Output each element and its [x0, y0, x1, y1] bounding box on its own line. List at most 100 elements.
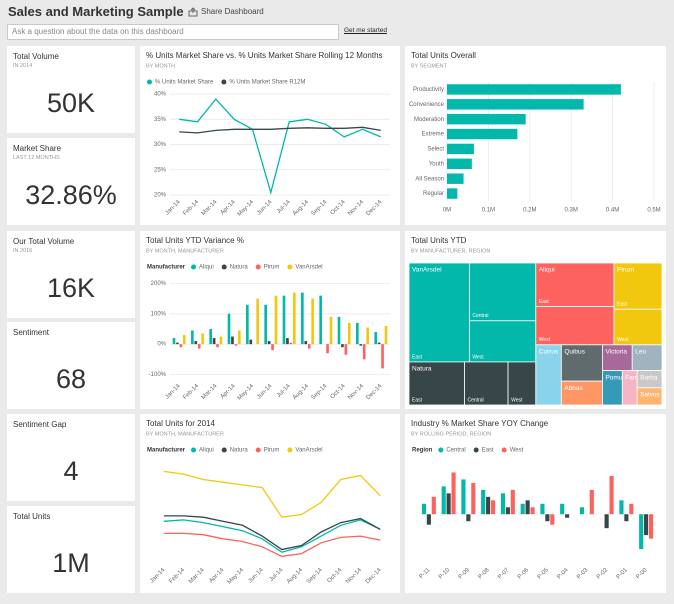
chart-tile: Total Units for 2014 BY MONTH, MANUFACTUR… [140, 414, 400, 593]
x-tick-label: P-08 [477, 567, 491, 581]
legend-marker [255, 447, 261, 453]
y-tick-label: 20% [154, 193, 167, 199]
item-label: Pomum [605, 374, 627, 381]
bar [609, 475, 614, 515]
kpi-card: Total Units 1M [7, 506, 135, 593]
card-title: Market Share [13, 144, 62, 153]
header: Sales and Marketing Sample Share Dashboa… [0, 0, 674, 42]
item-label: Pirum [617, 267, 634, 274]
x-tick-label: Feb-14 [182, 383, 200, 401]
x-tick-label: 0.1M [482, 208, 495, 214]
bar [431, 496, 436, 515]
bar [447, 84, 621, 95]
bar [176, 342, 179, 345]
bar [644, 514, 649, 536]
x-tick-label: P-01 [616, 567, 630, 581]
bar [307, 344, 311, 349]
share-button[interactable]: Share Dashboard [201, 7, 264, 16]
x-tick-label: Apr-14 [220, 199, 237, 216]
x-tick-label: Oct-14 [330, 199, 347, 216]
legend-label: VanArsdel [295, 448, 322, 454]
x-tick-label: Jan-14 [149, 567, 167, 585]
bar [530, 507, 535, 515]
bar [311, 298, 314, 345]
card-subtitle: LAST 12 MONTHS [13, 155, 60, 161]
legend-label: Pirum [264, 265, 280, 271]
bar [461, 479, 466, 515]
x-tick-label: P-09 [458, 567, 472, 581]
legend-marker [255, 264, 261, 270]
bar [377, 342, 381, 345]
get-started-link[interactable]: Get me started [344, 27, 387, 34]
bar [344, 344, 348, 355]
x-tick-label: P-02 [596, 567, 610, 581]
x-tick-label: Jun-14 [256, 199, 274, 217]
chart-tile: Total Units YTD Variance % BY MONTH, MANU… [140, 231, 400, 409]
legend-marker [191, 447, 197, 453]
bar [191, 330, 194, 345]
bar [510, 489, 515, 515]
x-tick-label: Jul-14 [269, 567, 285, 583]
x-tick-label: Jul-14 [276, 383, 292, 399]
treemap-cell [613, 262, 663, 310]
bar [441, 486, 446, 515]
card-subtitle: IN 2014 [13, 63, 33, 69]
bar [304, 341, 308, 345]
legend-marker [501, 447, 507, 453]
x-tick-label: 0M [443, 208, 451, 214]
bar [421, 503, 427, 515]
bar [337, 316, 341, 345]
legend-label: Aliqui [199, 448, 214, 454]
item-label: Leo [635, 349, 646, 356]
chart-subtitle: BY MANUFACTURER, REGION [411, 248, 490, 254]
y-tick-label: Select [427, 147, 444, 153]
x-tick-label: Jun-14 [247, 567, 265, 585]
bar [348, 322, 351, 345]
chart-tile: Total Units Overall BY SEGMENT 0M 0.1M 0.2M 0… [405, 46, 666, 225]
y-tick-label: 40% [154, 92, 167, 98]
card-value: 16K [46, 273, 96, 303]
legend-label: Natura [230, 448, 249, 454]
bar [271, 344, 274, 351]
treemap-cell [408, 361, 465, 406]
treemap-cell [535, 344, 562, 406]
bar [274, 295, 278, 345]
region-label: East [412, 354, 423, 360]
bar [249, 339, 253, 345]
bar [212, 338, 216, 345]
chart-title: Total Units YTD [411, 236, 467, 245]
bar [209, 329, 212, 345]
x-tick-label: 0.2M [523, 208, 536, 214]
series-line [179, 98, 382, 195]
bar [384, 325, 388, 345]
bar [264, 304, 267, 345]
bar [550, 514, 555, 525]
item-label: Natura [412, 366, 432, 373]
bar [381, 344, 384, 369]
bar [525, 500, 530, 515]
item-label: Quibus [564, 349, 585, 356]
legend-label: Natura [230, 265, 249, 271]
qna-box[interactable]: Ask a question about the data on this da… [7, 24, 339, 40]
y-tick-label: 30% [154, 142, 167, 148]
chart-title: % Units Market Share vs. % Units Market … [146, 51, 383, 60]
share-icon[interactable] [188, 7, 198, 17]
bar [447, 188, 458, 199]
bar [619, 500, 624, 515]
series-line [163, 515, 381, 551]
x-tick-label: 0.3M [565, 208, 578, 214]
treemap-cell [535, 262, 615, 308]
bar [466, 514, 471, 522]
item-label: Barba [640, 374, 658, 381]
card-value: 50K [46, 88, 96, 118]
y-tick-label: All Season [415, 176, 444, 182]
bar [282, 295, 286, 345]
x-tick-label: Apr-14 [220, 383, 237, 400]
chart-title: Total Units Overall [411, 51, 476, 60]
legend-marker [438, 447, 444, 453]
region-label: West [617, 337, 629, 343]
chart-subtitle: BY MONTH, MANUFACTURER [146, 431, 224, 437]
y-tick-label: 25% [154, 167, 167, 173]
y-tick-label: Moderation [414, 117, 444, 123]
x-tick-label: P-00 [635, 567, 649, 581]
